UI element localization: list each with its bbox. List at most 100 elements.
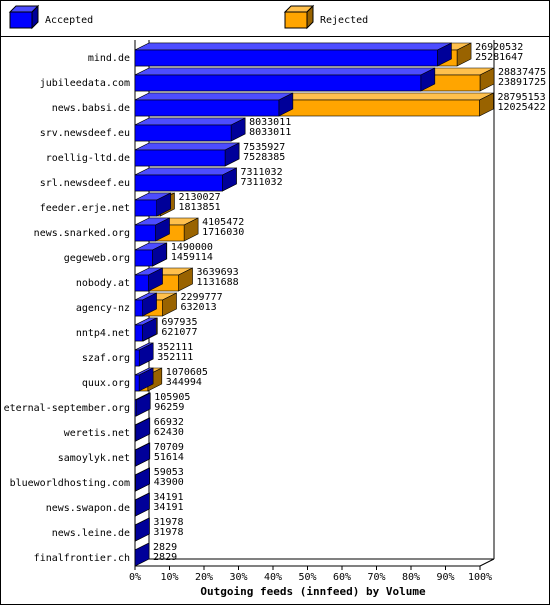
value-label: 105905 — [154, 392, 190, 403]
value-label: 621077 — [161, 327, 197, 338]
value-label: 25281647 — [475, 52, 523, 63]
bar — [134, 299, 143, 317]
x-tick-label: 10% — [160, 572, 178, 583]
bar — [134, 199, 158, 217]
value-label: 12025422 — [497, 102, 545, 113]
value-label: 23891725 — [498, 77, 546, 88]
value-label: 1070605 — [166, 367, 208, 378]
bar — [134, 324, 143, 342]
bar-top — [134, 117, 246, 126]
value-label: 7528385 — [243, 152, 285, 163]
value-label: 352111 — [157, 342, 193, 353]
value-label: 2829 — [153, 542, 177, 553]
value-label: 34191 — [153, 492, 183, 503]
bar-top — [134, 92, 294, 101]
bar — [134, 274, 149, 292]
value-label: 59053 — [154, 467, 184, 478]
x-tick-label: 0% — [129, 572, 141, 583]
bar — [134, 349, 140, 367]
bar — [134, 449, 136, 467]
y-tick-label: jubileedata.com — [40, 78, 130, 89]
value-label: 66932 — [154, 417, 184, 428]
value-label: 31978 — [153, 527, 183, 538]
y-tick-label: blueworldhosting.com — [10, 478, 130, 489]
x-axis-title: Outgoing feeds (innfeed) by Volume — [200, 585, 426, 598]
bar — [134, 74, 422, 92]
y-tick-label: roellig-ltd.de — [46, 153, 130, 164]
value-label: 697935 — [161, 317, 197, 328]
x-tick-label: 70% — [367, 572, 385, 583]
value-label: 632013 — [181, 302, 217, 313]
value-label: 2829 — [153, 552, 177, 563]
value-label: 96259 — [154, 402, 184, 413]
value-label: 7311032 — [240, 167, 282, 178]
legend-swatch — [9, 11, 33, 29]
y-tick-label: feeder.erje.net — [40, 203, 130, 214]
y-tick-label: agency-nz — [76, 303, 130, 314]
x-tick-label: 20% — [195, 572, 213, 583]
legend-label: Accepted — [45, 15, 93, 26]
bar — [134, 424, 137, 442]
bar — [134, 374, 140, 392]
bar — [134, 249, 153, 267]
y-tick-label: szaf.org — [82, 353, 130, 364]
value-label: 31978 — [153, 517, 183, 528]
bar — [134, 49, 438, 67]
floor-right — [479, 558, 495, 567]
value-label: 2130027 — [178, 192, 220, 203]
value-label: 4105472 — [202, 217, 244, 228]
x-tick-label: 100% — [468, 572, 492, 583]
value-label: 352111 — [157, 352, 193, 363]
value-label: 1490000 — [171, 242, 213, 253]
bar-top — [134, 42, 452, 51]
y-tick-label: news.babsi.de — [52, 103, 130, 114]
x-tick-label: 50% — [298, 572, 316, 583]
value-label: 62430 — [154, 427, 184, 438]
value-label: 28837475 — [498, 67, 546, 78]
bar — [134, 124, 232, 142]
bar-top — [134, 67, 435, 76]
y-tick-label: nobody.at — [76, 278, 130, 289]
value-label: 34191 — [153, 502, 183, 513]
value-label: 7311032 — [240, 177, 282, 188]
x-tick-label: 30% — [229, 572, 247, 583]
x-tick-label: 60% — [333, 572, 351, 583]
bar — [134, 149, 226, 167]
y-tick-label: srv.newsdeef.eu — [40, 128, 130, 139]
value-label: 1131688 — [197, 277, 239, 288]
y-tick-label: gegeweb.org — [64, 253, 130, 264]
y-tick-label: news.swapon.de — [46, 503, 130, 514]
y-tick-label: quux.org — [82, 378, 130, 389]
value-label: 51614 — [154, 452, 184, 463]
y-tick-label: mind.de — [88, 53, 130, 64]
value-label: 1813851 — [178, 202, 220, 213]
y-tick-label: news.leine.de — [52, 528, 130, 539]
y-tick-label: news.snarked.org — [34, 228, 130, 239]
bar-top — [134, 142, 240, 151]
bar — [134, 399, 137, 417]
bar — [134, 99, 280, 117]
value-label: 344994 — [166, 377, 202, 388]
value-label: 8033011 — [249, 117, 291, 128]
y-tick-label: srl.newsdeef.eu — [40, 178, 130, 189]
y-tick-label: samoylyk.net — [58, 453, 130, 464]
value-label: 43900 — [154, 477, 184, 488]
bar — [134, 174, 223, 192]
x-tick-label: 40% — [264, 572, 282, 583]
bar — [134, 474, 136, 492]
x-tick-label: 90% — [436, 572, 454, 583]
value-label: 7535927 — [243, 142, 285, 153]
value-label: 1459114 — [171, 252, 213, 263]
y-tick-label: finalfrontier.ch — [34, 553, 130, 564]
bar — [134, 224, 156, 242]
value-label: 26920532 — [475, 42, 523, 53]
y-tick-label: eternal-september.org — [4, 403, 130, 414]
x-tick-label: 80% — [402, 572, 420, 583]
y-tick-label: nntp4.net — [76, 328, 130, 339]
legend-swatch — [284, 11, 308, 29]
y-tick-label: weretis.net — [64, 428, 130, 439]
legend-label: Rejected — [320, 15, 368, 26]
bar-top — [134, 167, 237, 176]
value-label: 28795153 — [497, 92, 545, 103]
